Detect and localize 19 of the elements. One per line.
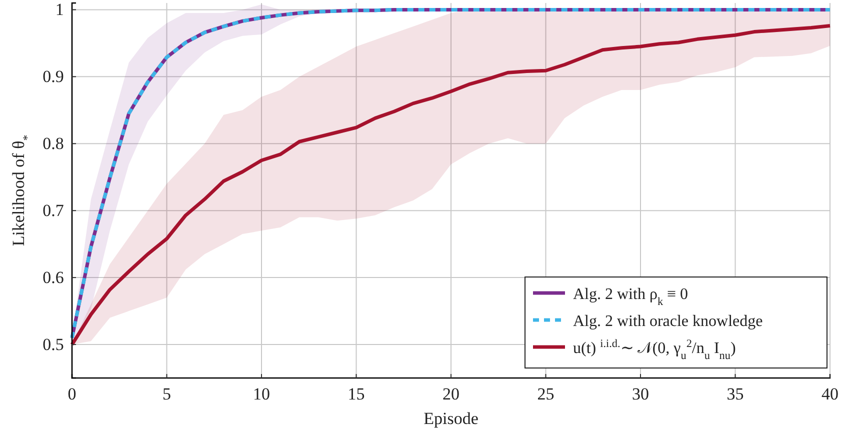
x-tick-label: 10 (253, 384, 270, 404)
y-tick-label: 1 (55, 0, 64, 20)
y-tick-label: 0.7 (42, 201, 64, 220)
x-tick-label: 20 (442, 384, 460, 404)
x-tick-label: 30 (632, 384, 649, 404)
x-tick-label: 5 (162, 384, 171, 404)
legend-label: Alg. 2 with oracle knowledge (573, 313, 763, 330)
x-tick-label: 15 (348, 384, 365, 404)
y-tick-label: 0.9 (42, 67, 64, 86)
x-tick-label: 35 (726, 384, 744, 404)
legend-label: Alg. 2 with ρ$_{k}$ ≡ 0 (573, 286, 688, 308)
x-axis-title: Episode (424, 409, 478, 428)
y-tick-label: 0.6 (42, 268, 64, 287)
y-tick-label: 0.8 (42, 134, 64, 154)
text: u(t) $^{i.i.d.}$∼ 𝒩(0, γ$_{u}$$^{2}$/n$_{u}$ I$_{nu}$) (573, 338, 736, 362)
y-tick-label: 0.5 (42, 334, 64, 354)
x-tick-label: 0 (68, 384, 76, 404)
x-tick-label: 25 (537, 384, 554, 404)
x-tick-label: 40 (822, 384, 838, 404)
